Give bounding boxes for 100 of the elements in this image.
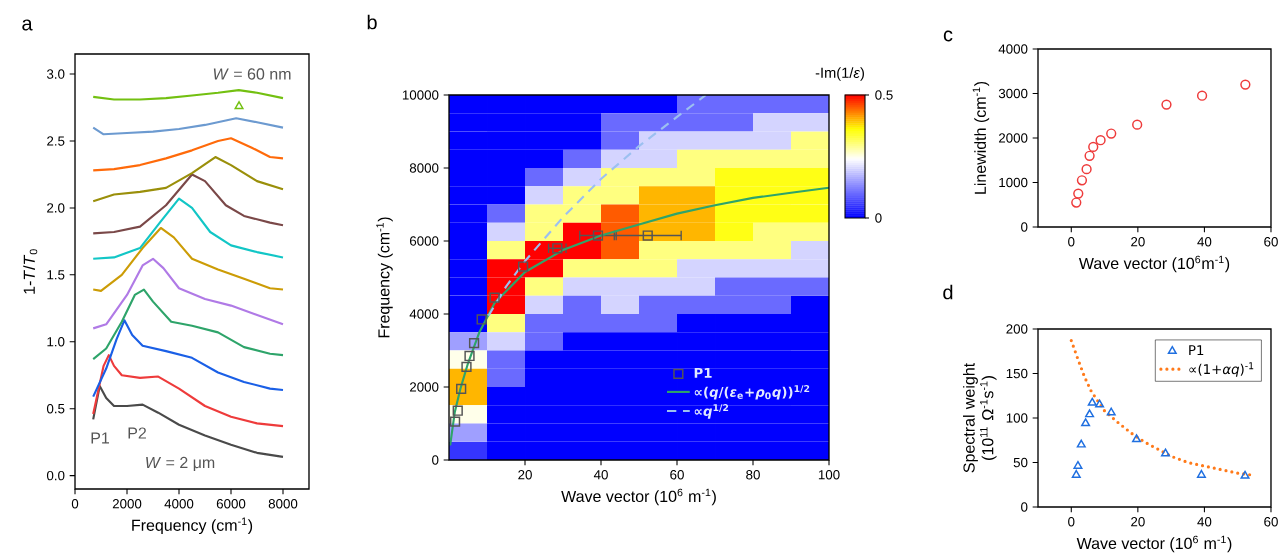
x-axis-title: Wave vector (10$^{6}$ m$^{-1}$)	[561, 488, 716, 506]
y-tick-label: 0.5	[46, 403, 65, 414]
line-series	[92, 197, 285, 260]
y-tick-label: 3000	[998, 88, 1028, 99]
legend-label: P1	[694, 367, 712, 378]
point	[1073, 188, 1084, 199]
chart-title: a	[22, 19, 33, 31]
x-axis-title: Frequency (cm$^{-1}$)	[132, 517, 253, 535]
x-tick-label: 20	[518, 470, 532, 480]
point	[1071, 469, 1081, 478]
line-series	[92, 155, 285, 203]
y-tick-label: 4000	[998, 44, 1028, 54]
line-series	[92, 89, 285, 101]
x-tick-label: 60	[670, 470, 684, 480]
point	[1081, 164, 1092, 175]
chart-title: c	[943, 30, 953, 42]
line-series	[92, 226, 285, 292]
x-tick-label: 4000	[164, 499, 194, 509]
point	[1160, 448, 1171, 457]
y-tick-label: 2000	[409, 382, 439, 392]
point	[1131, 434, 1142, 443]
line-series	[92, 288, 285, 361]
y-tick-label: 2.5	[47, 136, 65, 146]
legend-label: ∝q$^{1/2}$	[694, 404, 729, 419]
point	[1085, 409, 1095, 418]
point	[456, 383, 467, 394]
point	[1106, 407, 1116, 416]
point	[1076, 175, 1088, 186]
point	[452, 405, 463, 416]
x-tick-label: 20	[1131, 517, 1145, 527]
point	[1088, 141, 1099, 153]
x-tick-label: 0	[71, 499, 79, 509]
y-tick-label: 2.0	[47, 203, 65, 213]
point	[1095, 399, 1105, 408]
annotation: P2	[128, 427, 146, 439]
x-tick-label: 60	[1264, 237, 1278, 247]
y-tick-label: 3.0	[46, 69, 65, 79]
point	[489, 292, 500, 303]
point	[461, 361, 472, 373]
y-tick-label: 8000	[409, 163, 439, 173]
y-tick-label: 0.0	[46, 470, 65, 481]
annotation: P1	[91, 432, 110, 444]
line-series	[92, 137, 285, 172]
point	[1132, 119, 1143, 130]
x-tick-label: 0	[1068, 237, 1075, 247]
x-tick-label: 80	[746, 470, 760, 480]
point	[1106, 128, 1117, 139]
y-axis-title: 1-T/T$_{0}$	[23, 249, 38, 294]
point	[1076, 439, 1086, 448]
point	[1071, 197, 1082, 208]
chart-title: d	[943, 284, 953, 300]
point	[1087, 397, 1097, 406]
line-series	[92, 354, 285, 428]
y-tick-label: 150	[1006, 368, 1028, 379]
y-tick-label: 0	[432, 455, 439, 465]
y-tick-label: 2000	[998, 133, 1028, 143]
point	[642, 230, 653, 241]
x-tick-label: 100	[818, 470, 840, 480]
point	[468, 338, 480, 349]
point	[1161, 99, 1172, 110]
point	[464, 350, 475, 362]
line-series	[92, 384, 285, 458]
y-tick-label: 1.5	[47, 270, 65, 280]
x-tick-label: 40	[1197, 237, 1212, 247]
point	[552, 243, 563, 254]
point	[1081, 418, 1091, 427]
x-tick-label: 8000	[268, 499, 298, 509]
point	[1240, 79, 1251, 90]
y-tick-label: 1000	[999, 177, 1028, 188]
chart-title: b	[367, 14, 377, 30]
legend-label: P1	[1189, 345, 1204, 355]
point	[1073, 460, 1083, 469]
color-bar-label: 0.5	[875, 90, 893, 100]
y-axis-title: Frequency (cm$^{-1}$)	[376, 217, 393, 338]
line-series	[92, 319, 285, 398]
point	[1095, 135, 1106, 146]
x-tick-label: 60	[1264, 517, 1278, 527]
point	[1240, 470, 1250, 479]
y-axis-title: Linewidth (cm$^{-1}$)	[972, 81, 990, 194]
y-tick-label: 1.0	[47, 337, 65, 347]
legend-label: ∝(1+αq)$^{-1}$	[1189, 362, 1254, 377]
point	[449, 416, 461, 427]
x-tick-label: 20	[1131, 237, 1145, 247]
y-tick-label: 200	[1006, 324, 1028, 334]
x-tick-label: 40	[593, 470, 608, 480]
x-axis-title: Wave vector (10$^{6}$ m$^{-1}$)	[1076, 535, 1232, 553]
y-tick-label: 100	[1006, 413, 1028, 423]
color-bar-label: 0	[875, 213, 882, 223]
annotation: W = 60 nm	[213, 68, 291, 80]
point	[1196, 469, 1206, 478]
point	[1196, 90, 1208, 101]
point	[592, 230, 604, 241]
y-tick-label: 10000	[402, 90, 439, 100]
point	[476, 314, 487, 325]
annotation: W = 2 μm	[146, 456, 215, 472]
x-tick-label: 2000	[112, 499, 142, 509]
y-tick-label: 4000	[409, 309, 439, 319]
x-tick-label: 6000	[216, 499, 246, 509]
x-axis-title: Wave vector (10$^{6}$m$^{-1}$)	[1078, 255, 1230, 273]
point	[1084, 150, 1095, 161]
